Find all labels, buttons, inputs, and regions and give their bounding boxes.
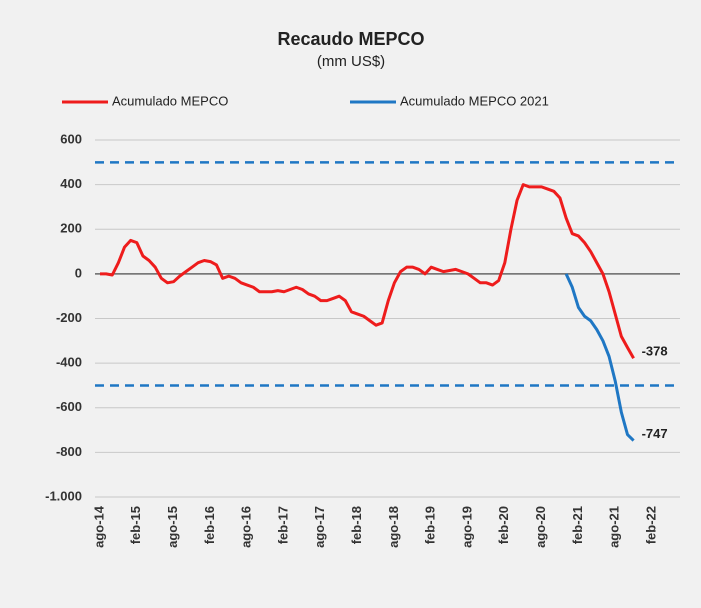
y-tick-label: -1.000 <box>45 488 82 503</box>
x-tick-label: feb-18 <box>349 506 364 544</box>
value-label: -378 <box>642 344 668 359</box>
legend-label: Acumulado MEPCO 2021 <box>400 93 549 108</box>
y-tick-label: 600 <box>60 131 82 146</box>
y-tick-label: -600 <box>56 399 82 414</box>
y-tick-label: -400 <box>56 355 82 370</box>
y-tick-label: -800 <box>56 444 82 459</box>
x-tick-label: feb-19 <box>423 506 438 544</box>
chart: Recaudo MEPCO (mm US$) 600 400 200 0 -200 -40… <box>0 0 701 608</box>
x-tick-label: ago-16 <box>239 506 254 548</box>
x-tick-label: ago-20 <box>533 506 548 548</box>
value-label: -747 <box>642 426 668 441</box>
legend-label: Acumulado MEPCO <box>112 93 228 108</box>
y-tick-label: 0 <box>75 265 82 280</box>
x-tick-label: feb-21 <box>570 506 585 544</box>
x-tick-label: ago-21 <box>607 506 622 548</box>
x-tick-label: feb-20 <box>496 506 511 544</box>
y-tick-label: 400 <box>60 176 82 191</box>
x-tick-label: ago-19 <box>459 506 474 548</box>
x-tick-label: feb-15 <box>128 506 143 544</box>
x-tick-label: feb-16 <box>202 506 217 544</box>
x-tick-label: feb-17 <box>275 506 290 544</box>
x-tick-label: ago-15 <box>165 506 180 548</box>
y-tick-label: -200 <box>56 310 82 325</box>
chart-title: Recaudo MEPCO <box>277 29 424 49</box>
x-tick-label: ago-18 <box>386 506 401 548</box>
x-tick-label: ago-17 <box>312 506 327 548</box>
x-tick-label: feb-22 <box>643 506 658 544</box>
chart-subtitle: (mm US$) <box>317 53 385 70</box>
x-tick-label: ago-14 <box>91 505 106 548</box>
y-tick-label: 200 <box>60 221 82 236</box>
